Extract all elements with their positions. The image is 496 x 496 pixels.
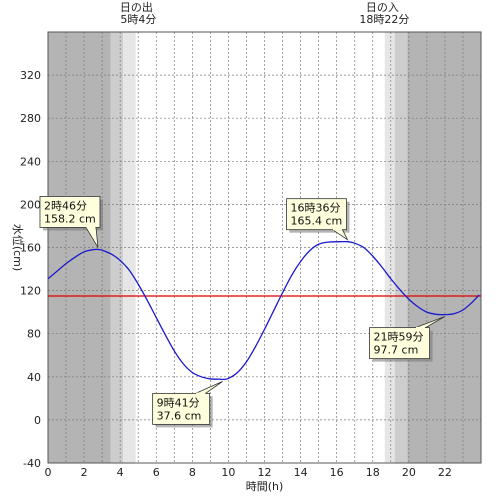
x-tick-label: 14 (294, 466, 308, 479)
y-tick-label: 40 (27, 371, 41, 384)
callout-time: 16時36分 (290, 202, 340, 215)
sunrise-label: 日の出 (120, 0, 153, 14)
y-tick-label: 320 (20, 69, 41, 82)
callout-time: 9時41分 (157, 396, 200, 409)
callout-box (369, 327, 430, 360)
x-tick-label: 4 (117, 466, 124, 479)
y-axis-ticks: -40 0 40 80 120 160 200 240 280 320 (20, 69, 41, 470)
x-tick-label: 6 (153, 466, 160, 479)
callout-time: 21時59分 (374, 331, 424, 344)
callout-value: 165.4 cm (290, 215, 342, 228)
callout-time: 2時46分 (44, 199, 87, 212)
callout-box (39, 196, 101, 228)
sunset-label: 日の入 (366, 1, 399, 14)
x-tick-label: 0 (45, 466, 52, 479)
sunset-time: 18時22分 (359, 13, 409, 26)
y-tick-label: 0 (34, 414, 41, 427)
tide-curve (47, 240, 480, 381)
x-tick-label: 8 (189, 466, 196, 479)
plot-frame (47, 31, 482, 464)
x-tick-label: 20 (402, 466, 416, 479)
callout-value: 97.7 cm (374, 344, 419, 357)
x-tick-label: 22 (438, 466, 452, 479)
x-tick-label: 16 (330, 466, 344, 479)
y-tick-label: 80 (27, 328, 41, 341)
x-axis-label: 時間(h) (246, 480, 284, 493)
grid-lines (48, 32, 481, 463)
x-tick-label: 12 (258, 466, 272, 479)
y-tick-label: 200 (20, 198, 41, 211)
x-axis-ticks: 0 2 4 6 8 10 12 14 16 18 20 22 (45, 466, 452, 479)
x-tick-label: 10 (221, 466, 235, 479)
y-axis-label: 水位(cm) (11, 224, 25, 271)
y-tick-label: 120 (20, 285, 41, 298)
y-tick-label: 280 (20, 112, 41, 125)
x-tick-label: 18 (366, 466, 380, 479)
y-tick-label: 160 (20, 242, 41, 255)
y-tick-label: -40 (23, 457, 41, 470)
callout-value: 158.2 cm (44, 212, 96, 225)
callout-value: 37.6 cm (157, 409, 202, 422)
callout-box (152, 392, 211, 425)
sunrise-time: 5時4分 (120, 13, 156, 26)
x-tick-label: 2 (81, 466, 88, 479)
y-tick-label: 240 (20, 155, 41, 168)
callout-box (286, 198, 347, 231)
